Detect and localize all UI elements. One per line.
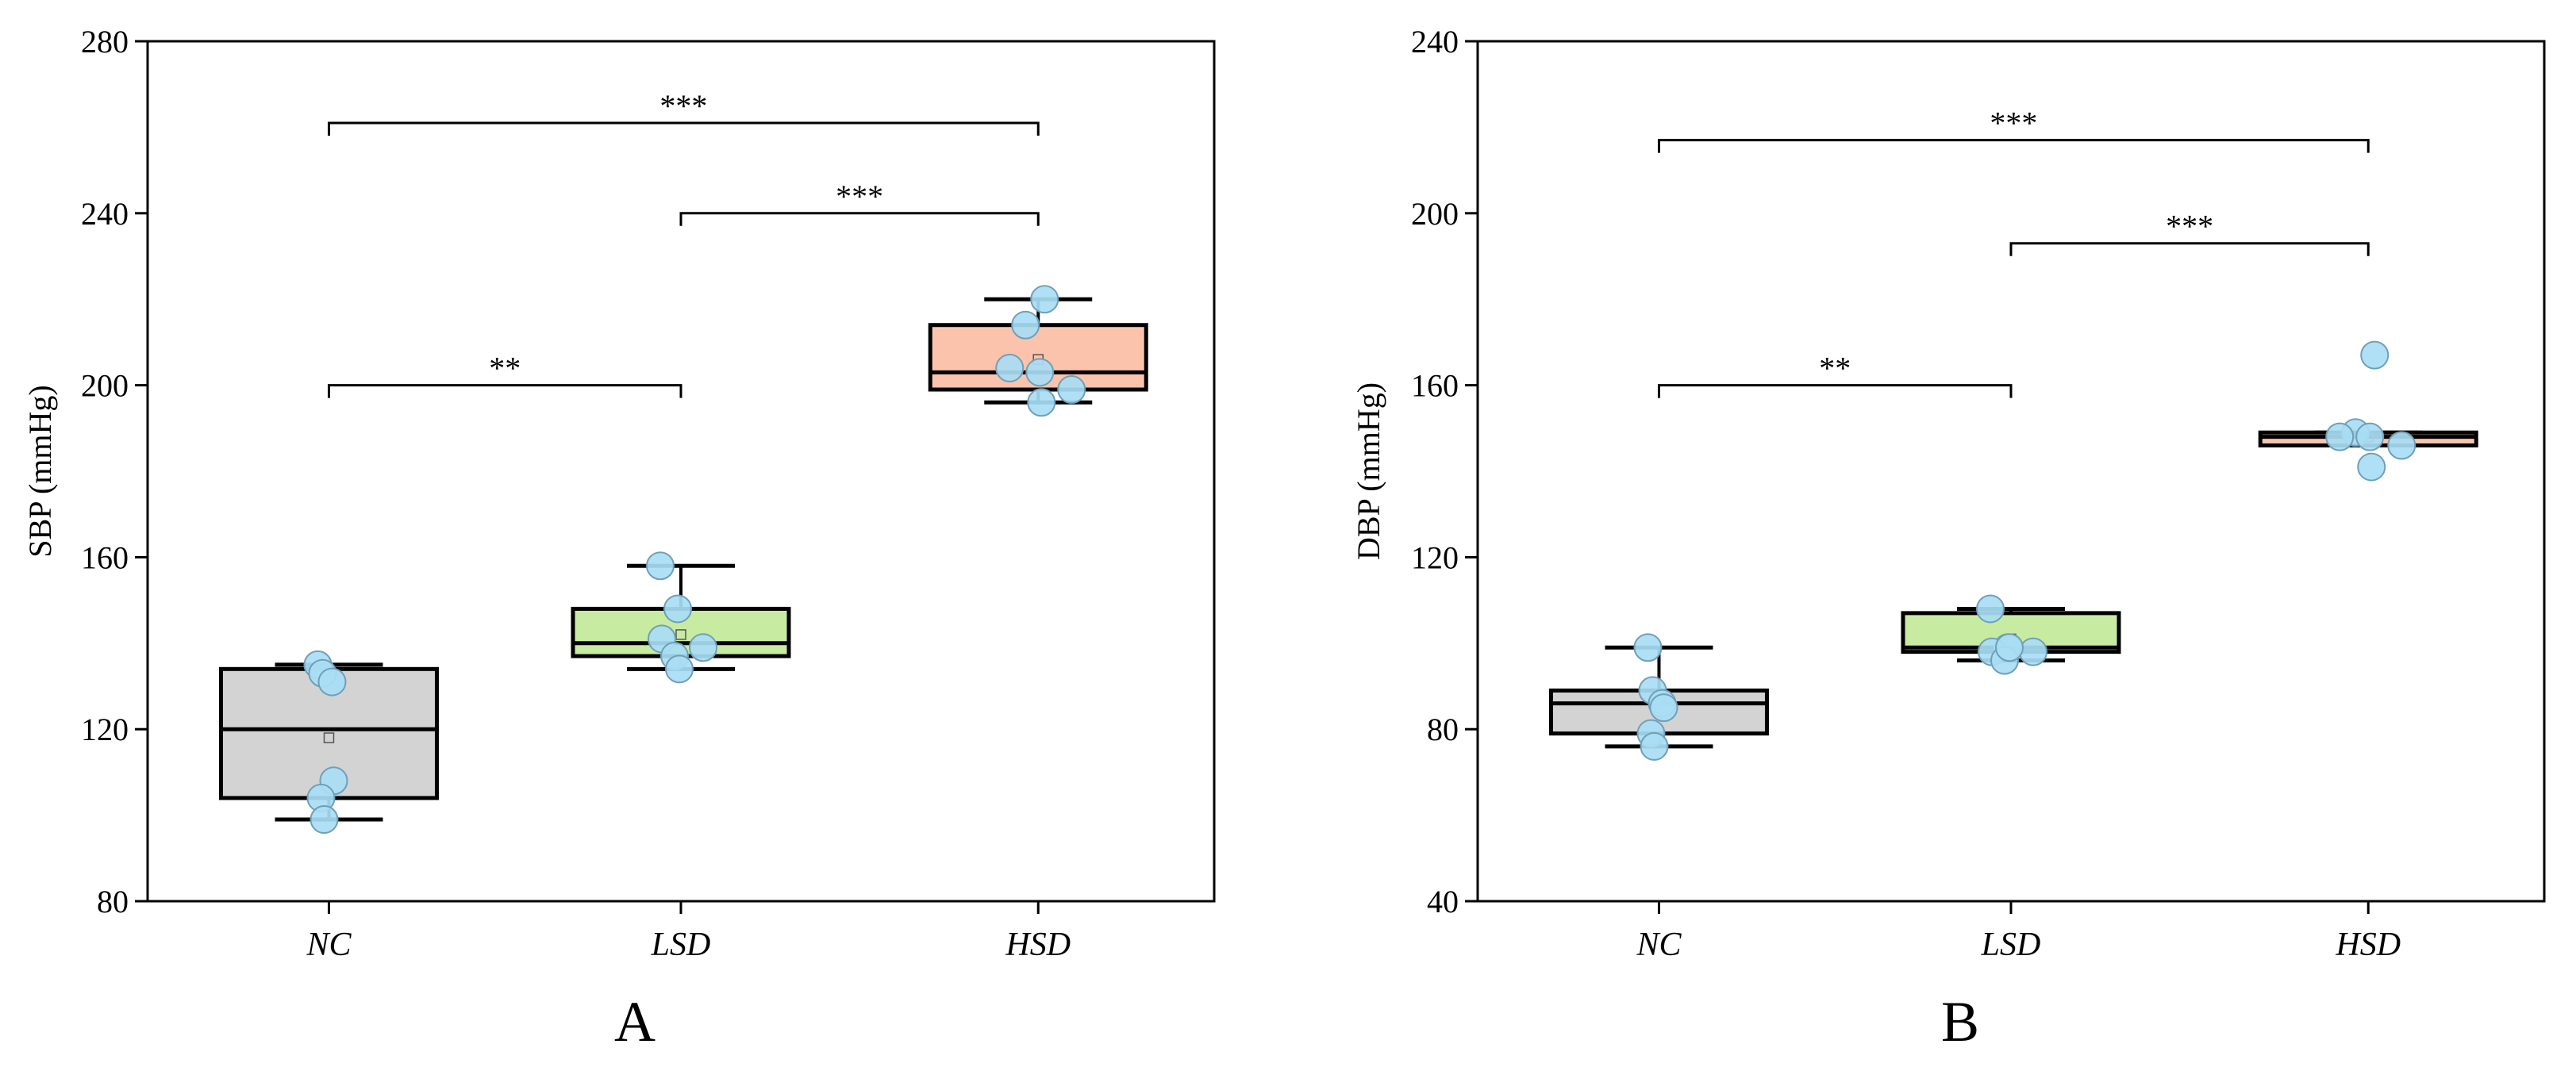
- data-point-nc: [1633, 633, 1663, 662]
- x-tick-label-hsd: HSD: [1005, 927, 1071, 963]
- y-tick-label: 160: [81, 539, 129, 575]
- data-point-nc: [1640, 731, 1669, 761]
- y-tick-label: 40: [1427, 884, 1459, 919]
- y-axis-title: SBP (mmHg): [22, 385, 58, 557]
- data-point-hsd: [1027, 388, 1056, 417]
- data-point-hsd: [1057, 375, 1086, 405]
- data-point-lsd: [665, 654, 694, 684]
- significance-label: ***: [1990, 106, 2037, 141]
- significance-label: **: [1819, 351, 1851, 386]
- significance-bracket: [2009, 242, 2370, 256]
- x-tick-label-hsd: HSD: [2335, 927, 2401, 963]
- y-tick-label: 240: [1411, 24, 1459, 59]
- data-point-hsd: [1030, 285, 1059, 314]
- data-point-hsd: [1025, 358, 1055, 387]
- data-point-lsd: [663, 594, 692, 624]
- data-point-lsd: [689, 633, 717, 662]
- x-tick-label-nc: NC: [306, 927, 352, 963]
- x-tick-label-lsd: LSD: [1981, 927, 2041, 963]
- data-point-lsd: [2019, 637, 2047, 666]
- significance-bracket: [327, 384, 682, 398]
- significance-label: ***: [2166, 209, 2213, 244]
- y-tick-label: 240: [81, 196, 129, 232]
- data-point-hsd: [2387, 431, 2416, 460]
- panel-label: A: [614, 990, 656, 1054]
- y-axis-title: DBP (mmHg): [1351, 382, 1386, 560]
- data-point-nc: [310, 805, 339, 835]
- data-point-hsd: [1011, 310, 1040, 340]
- y-tick-label: 120: [1411, 539, 1459, 575]
- significance-label: ***: [836, 178, 883, 214]
- data-point-hsd: [2357, 452, 2386, 482]
- mean-marker-lsd: [675, 629, 686, 640]
- significance-label: ***: [659, 88, 707, 124]
- significance-bracket: [1657, 139, 2370, 153]
- x-tick-label-nc: NC: [1636, 927, 1682, 963]
- data-point-nc: [317, 667, 347, 697]
- significance-bracket: [1657, 384, 2013, 398]
- data-point-lsd: [1976, 594, 2005, 624]
- data-point-hsd: [2360, 340, 2390, 370]
- data-point-nc: [1649, 693, 1678, 723]
- data-point-hsd: [995, 353, 1025, 382]
- data-point-lsd: [1995, 633, 2024, 662]
- y-tick-label: 80: [97, 884, 129, 919]
- y-tick-label: 160: [1411, 368, 1459, 404]
- y-tick-label: 200: [81, 368, 129, 404]
- y-tick-label: 280: [81, 24, 129, 59]
- y-tick-label: 200: [1411, 196, 1459, 232]
- panel-label: B: [1941, 990, 1979, 1054]
- data-point-hsd: [2325, 422, 2355, 451]
- data-point-hsd: [2355, 422, 2385, 451]
- significance-label: **: [489, 351, 521, 386]
- significance-bracket: [679, 212, 1040, 226]
- significance-bracket: [327, 121, 1040, 136]
- mean-marker-nc: [323, 732, 335, 743]
- data-point-lsd: [646, 551, 675, 581]
- y-tick-label: 120: [81, 712, 129, 747]
- x-tick-label-lsd: LSD: [651, 927, 711, 963]
- y-tick-label: 80: [1427, 712, 1459, 747]
